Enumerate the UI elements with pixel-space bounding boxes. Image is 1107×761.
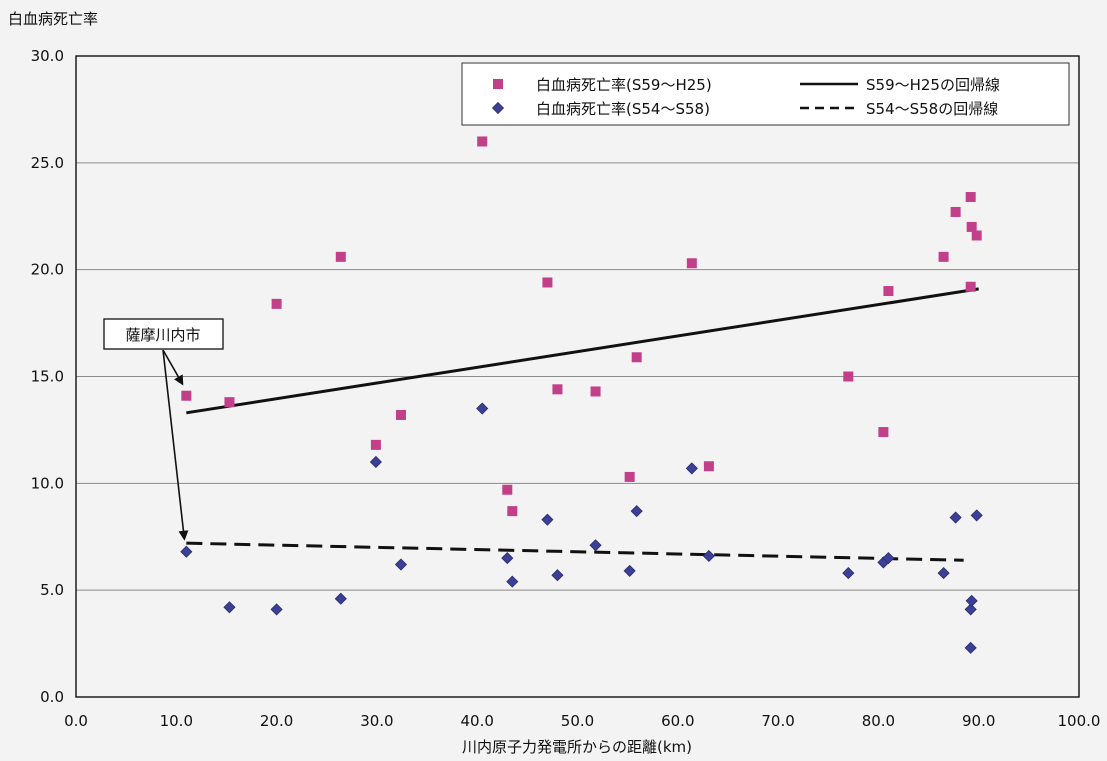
regression-lines [186,287,979,562]
regression-line-solid [186,287,979,415]
data-point-square [703,461,714,472]
data-point-diamond [685,462,698,475]
data-point-square [181,390,192,401]
data-point-diamond [965,594,978,607]
data-point-square [965,192,976,203]
data-point-square [507,506,518,517]
data-point-square [971,230,982,241]
y-tick-label: 25.0 [31,154,64,172]
x-tick-label: 70.0 [761,712,794,730]
callout-arrow [162,349,189,541]
data-point-square [477,136,488,147]
x-axis-ticks: 0.0 10.0 20.0 30.0 40.0 50.0 60.0 70.0 80.0 90.0 1… [64,712,1100,730]
callout-arrow [162,349,184,386]
legend-label: 白血病死亡率(S59〜H25) [536,76,712,94]
data-point-diamond [949,511,962,524]
data-point-diamond [589,539,602,552]
callout-box [103,318,224,350]
x-axis-title: 川内原子力発電所からの距離(km) [462,738,692,756]
data-point-square [878,427,889,438]
data-point-diamond [334,592,347,605]
legend: 白血病死亡率(S59〜H25) 白血病死亡率(S54〜S58) S59〜H25の回帰… [461,62,1070,126]
data-point-square [335,251,346,262]
data-point-square [502,484,513,495]
x-tick-label: 50.0 [561,712,594,730]
data-point-square [370,439,381,450]
y-axis-ticks: 0.0 5.0 10.0 15.0 20.0 25.0 30.0 [31,47,64,706]
data-point-diamond [551,569,564,582]
data-point-square [624,471,635,482]
data-point-square [590,386,601,397]
data-point-square [950,206,961,217]
data-point-diamond [223,601,236,614]
data-point-diamond [964,603,977,616]
data-point-diamond [630,505,643,518]
data-point-diamond [180,545,193,558]
data-point-diamond [937,567,950,580]
data-point-diamond [623,564,636,578]
data-point-diamond [270,603,283,616]
data-point-diamond [882,552,895,565]
legend-marker-square [493,79,503,89]
data-markers [180,136,983,654]
y-tick-label: 10.0 [31,474,64,492]
data-point-square [966,221,977,232]
y-tick-label: 5.0 [40,581,64,599]
data-point-square [686,258,697,269]
y-tick-label: 15.0 [31,368,64,386]
data-point-diamond [964,641,977,654]
data-point-diamond [501,552,514,565]
data-point-square [552,384,563,395]
data-point-diamond [394,558,408,571]
data-point-square [938,251,949,262]
x-tick-label: 80.0 [862,712,895,730]
legend-label: S54〜S58の回帰線 [866,100,998,118]
data-point-diamond [506,575,519,588]
x-tick-label: 30.0 [360,712,393,730]
data-point-square [542,277,553,288]
data-point-square [631,352,642,363]
data-point-diamond [476,402,489,415]
callout-label: 薩摩川内市 [125,326,200,344]
legend-label: 白血病死亡率(S54〜S58) [536,100,710,118]
x-tick-label: 10.0 [160,712,193,730]
legend-marker-diamond [491,101,505,115]
data-point-diamond [970,509,983,522]
data-point-square [883,286,894,297]
x-tick-label: 0.0 [64,712,88,730]
data-point-square [224,397,235,408]
data-point-square [965,281,976,292]
annotation: 薩摩川内市 [103,318,224,541]
x-tick-label: 90.0 [962,712,995,730]
data-point-square [843,371,854,382]
data-point-square [395,409,406,420]
data-point-diamond [541,513,554,526]
plot-area [75,55,1080,698]
x-tick-label: 40.0 [460,712,493,730]
y-tick-label: 0.0 [40,688,64,706]
data-point-square [271,298,282,309]
y-axis-title: 白血病死亡率 [8,10,98,28]
x-tick-label: 20.0 [260,712,293,730]
gridlines [76,162,1079,591]
y-tick-label: 20.0 [31,261,64,279]
data-point-diamond [702,549,715,563]
data-point-diamond [369,455,382,469]
x-tick-label: 100.0 [1058,712,1101,730]
regression-line-dashed [186,541,964,562]
data-point-diamond [842,567,855,580]
legend-box [461,62,1070,126]
y-tick-label: 30.0 [31,47,64,65]
x-tick-label: 60.0 [661,712,694,730]
legend-label: S59〜H25の回帰線 [866,76,1000,94]
